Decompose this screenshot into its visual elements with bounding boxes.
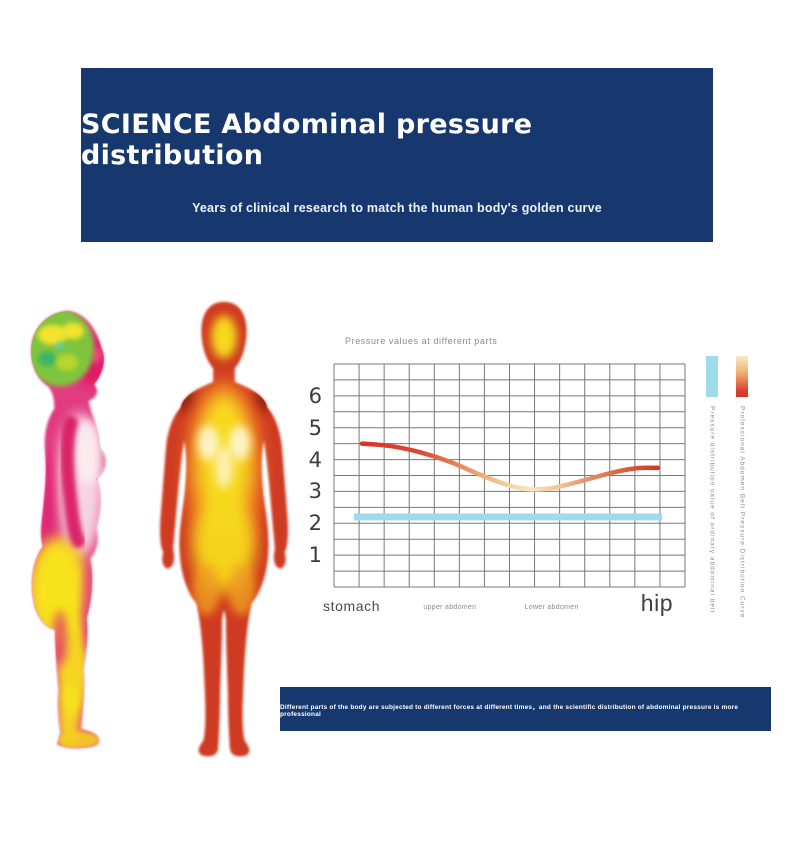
page-title: SCIENCE Abdominal pressure distribution xyxy=(81,109,533,171)
thermal-body-front-image xyxy=(160,301,288,757)
x-axis: stomach upper abdomen Lower abdomen hip xyxy=(323,589,685,631)
y-axis-tick: 5 xyxy=(308,415,322,440)
header-banner: SCIENCE Abdominal pressure distribution … xyxy=(81,68,713,242)
legend-label-professional-belt: Professional Abdomen Belt Pressure Distr… xyxy=(738,406,746,619)
legend-item-ordinary-belt: Pressure distribution value of ordinary … xyxy=(705,356,719,613)
page-subtitle: Years of clinical research to match the … xyxy=(192,201,602,215)
x-axis-label: hip xyxy=(640,590,674,616)
y-axis-tick: 1 xyxy=(308,543,322,568)
x-axis-label: Lower abdomen xyxy=(524,604,579,611)
legend-swatch-professional-belt xyxy=(736,356,748,397)
legend-label-ordinary-belt: Pressure distribution value of ordinary … xyxy=(708,406,716,614)
side-body-thermal-overlays xyxy=(31,310,106,749)
y-axis-tick: 2 xyxy=(308,511,322,536)
legend-swatch-ordinary-belt xyxy=(706,356,718,397)
thermal-body-side-image xyxy=(31,310,106,749)
chart-legend: Pressure distribution value of ordinary … xyxy=(703,356,767,666)
front-body-thermal-overlays xyxy=(171,315,277,616)
chart-title: Pressure values at different parts xyxy=(345,336,498,346)
y-axis: 6 5 4 3 2 1 xyxy=(296,364,328,587)
pressure-curve xyxy=(359,441,661,492)
y-axis-tick: 4 xyxy=(308,447,322,472)
x-axis-label: stomach xyxy=(322,598,381,614)
footer-text: Different parts of the body are subjecte… xyxy=(280,703,739,718)
y-axis-tick: 3 xyxy=(308,479,322,504)
footer-banner: Different parts of the body are subjecte… xyxy=(280,687,771,731)
pressure-chart xyxy=(333,363,686,588)
y-axis-tick: 6 xyxy=(308,383,322,408)
legend-item-professional-belt: Professional Abdomen Belt Pressure Distr… xyxy=(735,356,749,618)
x-axis-label: upper abdomen xyxy=(423,604,477,611)
